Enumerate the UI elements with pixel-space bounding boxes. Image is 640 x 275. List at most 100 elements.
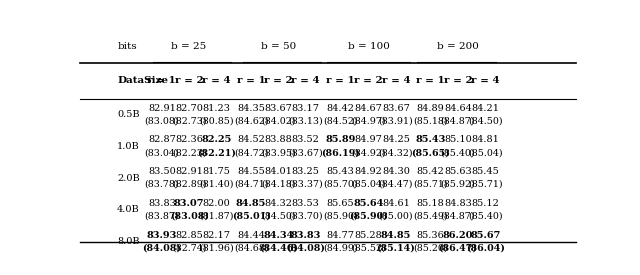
Text: 81.23: 81.23 (202, 104, 230, 113)
Text: r = 2: r = 2 (264, 76, 292, 85)
Text: 84.85: 84.85 (381, 231, 411, 240)
Text: (84.87): (84.87) (441, 116, 476, 125)
Text: bits: bits (117, 42, 137, 51)
Text: 82.85: 82.85 (175, 231, 203, 240)
Text: 85.89: 85.89 (325, 135, 356, 144)
Text: 84.21: 84.21 (472, 104, 500, 113)
Text: 84.44: 84.44 (237, 231, 265, 240)
Text: (82.89): (82.89) (172, 180, 207, 189)
Text: (84.08): (84.08) (286, 243, 325, 252)
Text: 82.25: 82.25 (201, 135, 232, 144)
Text: 85.42: 85.42 (417, 167, 445, 176)
Text: (83.08): (83.08) (170, 212, 209, 221)
Text: 83.83: 83.83 (291, 231, 321, 240)
Text: (82.23): (82.23) (172, 148, 207, 157)
Text: 84.64: 84.64 (444, 104, 472, 113)
Text: 84.89: 84.89 (417, 104, 445, 113)
Text: (84.72): (84.72) (234, 148, 268, 157)
Text: 83.17: 83.17 (292, 104, 320, 113)
Text: (85.40): (85.40) (468, 212, 503, 221)
Text: (85.70): (85.70) (323, 180, 358, 189)
Text: r = 4: r = 4 (291, 76, 320, 85)
Text: (84.46): (84.46) (259, 243, 298, 252)
Text: b = 50: b = 50 (260, 42, 296, 51)
Text: (84.62): (84.62) (234, 116, 268, 125)
Text: (83.37): (83.37) (288, 180, 323, 189)
Text: 0.5B: 0.5B (117, 110, 140, 119)
Text: 84.25: 84.25 (382, 135, 410, 144)
Text: 84.52: 84.52 (237, 135, 265, 144)
Text: 1.0B: 1.0B (117, 142, 140, 151)
Text: (85.71): (85.71) (468, 180, 503, 189)
Text: r = 4: r = 4 (472, 76, 500, 85)
Text: (84.50): (84.50) (261, 212, 296, 221)
Text: (81.87): (81.87) (199, 212, 234, 221)
Text: 85.36: 85.36 (417, 231, 445, 240)
Text: (83.87): (83.87) (145, 212, 179, 221)
Text: 82.91: 82.91 (175, 167, 203, 176)
Text: r = 1: r = 1 (147, 76, 176, 85)
Text: (83.78): (83.78) (145, 180, 179, 189)
Text: (85.65): (85.65) (412, 148, 450, 157)
Text: (86.04): (86.04) (467, 243, 505, 252)
Text: (85.14): (85.14) (376, 243, 415, 252)
Text: 83.67: 83.67 (382, 104, 410, 113)
Text: 84.97: 84.97 (355, 135, 383, 144)
Text: 84.42: 84.42 (326, 104, 355, 113)
Text: (84.52): (84.52) (323, 116, 358, 125)
Text: (85.49): (85.49) (413, 212, 448, 221)
Text: (84.87): (84.87) (441, 212, 476, 221)
Text: (84.32): (84.32) (379, 148, 413, 157)
Text: 83.52: 83.52 (292, 135, 319, 144)
Text: 85.63: 85.63 (444, 167, 472, 176)
Text: 84.92: 84.92 (355, 167, 383, 176)
Text: 85.64: 85.64 (353, 199, 384, 208)
Text: 85.45: 85.45 (472, 167, 500, 176)
Text: r = 1: r = 1 (237, 76, 266, 85)
Text: 83.50: 83.50 (148, 167, 176, 176)
Text: 84.30: 84.30 (382, 167, 410, 176)
Text: 83.07: 83.07 (174, 199, 204, 208)
Text: (84.99): (84.99) (323, 243, 358, 252)
Text: 82.87: 82.87 (148, 135, 176, 144)
Text: 86.20: 86.20 (443, 231, 473, 240)
Text: (82.21): (82.21) (197, 148, 236, 157)
Text: r = 2: r = 2 (444, 76, 472, 85)
Text: (83.95): (83.95) (261, 148, 296, 157)
Text: 2.0B: 2.0B (117, 174, 140, 183)
Text: (83.13): (83.13) (288, 116, 323, 125)
Text: (85.90): (85.90) (349, 212, 388, 221)
Text: b = 100: b = 100 (348, 42, 390, 51)
Text: (84.50): (84.50) (468, 116, 503, 125)
Text: 83.67: 83.67 (264, 104, 292, 113)
Text: r = 1: r = 1 (416, 76, 445, 85)
Text: 84.77: 84.77 (326, 231, 355, 240)
Text: r = 1: r = 1 (326, 76, 355, 85)
Text: 82.70: 82.70 (175, 104, 203, 113)
Text: 84.83: 84.83 (444, 199, 472, 208)
Text: (85.04): (85.04) (351, 180, 386, 189)
Text: (84.97): (84.97) (351, 116, 386, 125)
Text: 4.0B: 4.0B (117, 205, 140, 214)
Text: r = 2: r = 2 (175, 76, 204, 85)
Text: (81.96): (81.96) (199, 243, 234, 252)
Text: (85.92): (85.92) (440, 180, 476, 189)
Text: (85.20): (85.20) (413, 243, 448, 252)
Text: 84.61: 84.61 (382, 199, 410, 208)
Text: (84.08): (84.08) (143, 243, 181, 252)
Text: (85.71): (85.71) (413, 180, 448, 189)
Text: r = 4: r = 4 (202, 76, 230, 85)
Text: b = 25: b = 25 (172, 42, 207, 51)
Text: 85.12: 85.12 (472, 199, 500, 208)
Text: 83.93: 83.93 (147, 231, 177, 240)
Text: (80.85): (80.85) (199, 116, 234, 125)
Text: 81.75: 81.75 (202, 167, 230, 176)
Text: (84.68): (84.68) (234, 243, 268, 252)
Text: 85.43: 85.43 (326, 167, 355, 176)
Text: (85.04): (85.04) (468, 148, 503, 157)
Text: 85.67: 85.67 (470, 231, 501, 240)
Text: 85.10: 85.10 (444, 135, 472, 144)
Text: (85.00): (85.00) (379, 212, 413, 221)
Text: (85.18): (85.18) (413, 116, 448, 125)
Text: (82.74): (82.74) (172, 243, 206, 252)
